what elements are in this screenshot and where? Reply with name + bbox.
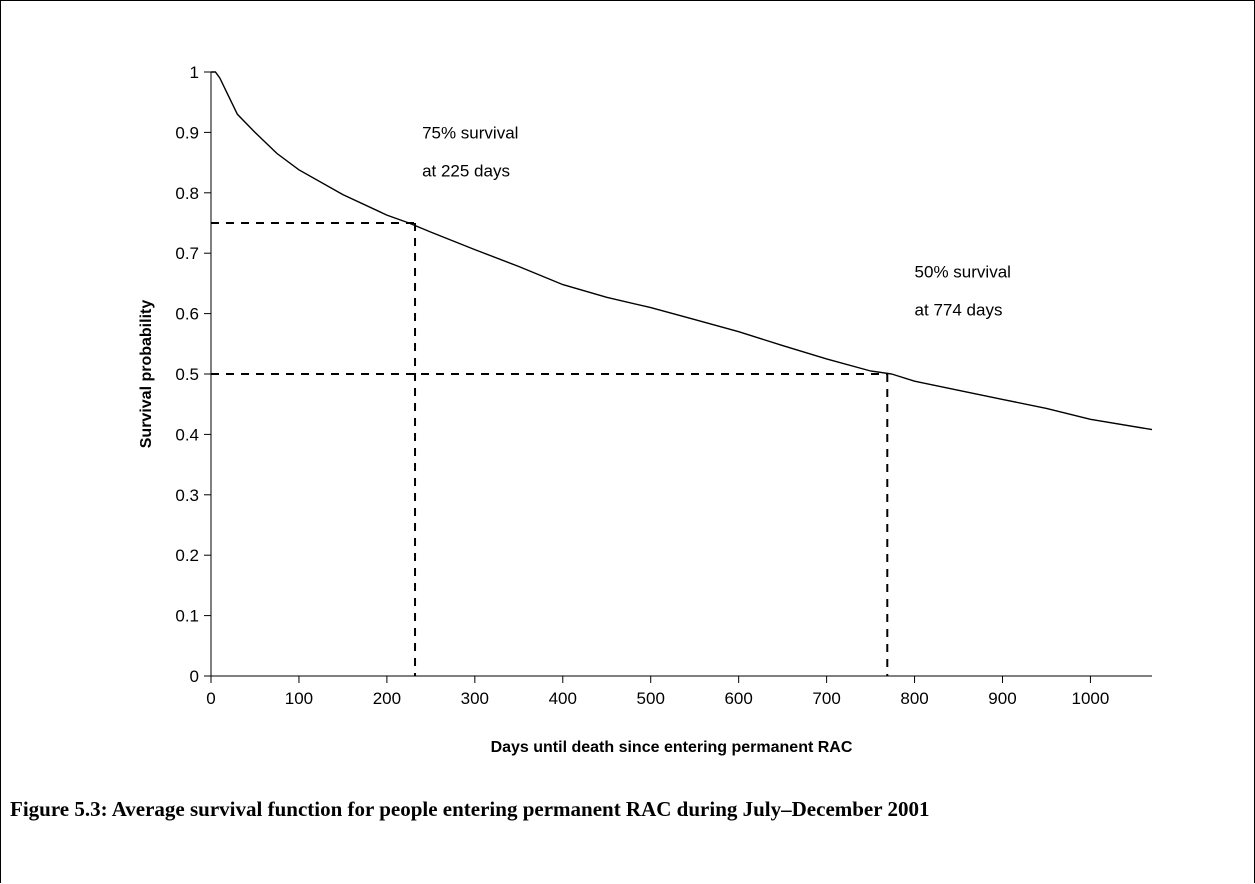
survival-chart: 0 0.1 0.2 0.3 0.4 0.5 0.6 0.7 0.8 0.9 1 0 100 200 300 4… xyxy=(138,63,1153,756)
annotation-text: at 225 days xyxy=(422,161,510,180)
x-tick-label: 400 xyxy=(549,689,577,708)
y-tick-label: 0.3 xyxy=(175,486,199,505)
x-tick-label: 800 xyxy=(900,689,928,708)
x-tick-label: 900 xyxy=(988,689,1016,708)
y-tick-label: 0.8 xyxy=(175,184,199,203)
x-tick-label: 0 xyxy=(206,689,215,708)
survival-curve xyxy=(211,71,1153,431)
reference-lines xyxy=(211,222,889,676)
x-tick-label: 200 xyxy=(373,689,401,708)
series-layer xyxy=(211,71,1153,431)
y-tick-label: 0.9 xyxy=(175,123,199,142)
y-tick-label: 1 xyxy=(190,63,199,82)
y-tick-label: 0.7 xyxy=(175,244,199,263)
x-axis-title: Days until death since entering permanen… xyxy=(491,739,853,756)
annotation-text: 50% survival xyxy=(915,262,1011,281)
y-tick-label: 0.4 xyxy=(175,425,199,444)
x-tick-label: 1000 xyxy=(1072,689,1110,708)
y-tick-label: 0.1 xyxy=(175,607,199,626)
x-tick-label: 100 xyxy=(285,689,313,708)
axes: 0 0.1 0.2 0.3 0.4 0.5 0.6 0.7 0.8 0.9 1 0 100 200 300 4… xyxy=(175,63,1152,708)
annotations: 75% survival at 225 days 50% survival at 77… xyxy=(422,123,1011,319)
y-tick-label: 0 xyxy=(190,667,199,686)
x-tick-label: 700 xyxy=(812,689,840,708)
figure-caption: Figure 5.3: Average survival function fo… xyxy=(10,797,930,821)
y-axis-title: Survival probability xyxy=(138,300,155,449)
annotation-text: 75% survival xyxy=(422,123,518,142)
y-tick-label: 0.2 xyxy=(175,546,199,565)
x-tick-label: 500 xyxy=(637,689,665,708)
y-tick-label: 0.5 xyxy=(175,365,199,384)
y-tick-label: 0.6 xyxy=(175,305,199,324)
x-tick-label: 600 xyxy=(724,689,752,708)
annotation-text: at 774 days xyxy=(915,300,1003,319)
x-tick-label: 300 xyxy=(461,689,489,708)
